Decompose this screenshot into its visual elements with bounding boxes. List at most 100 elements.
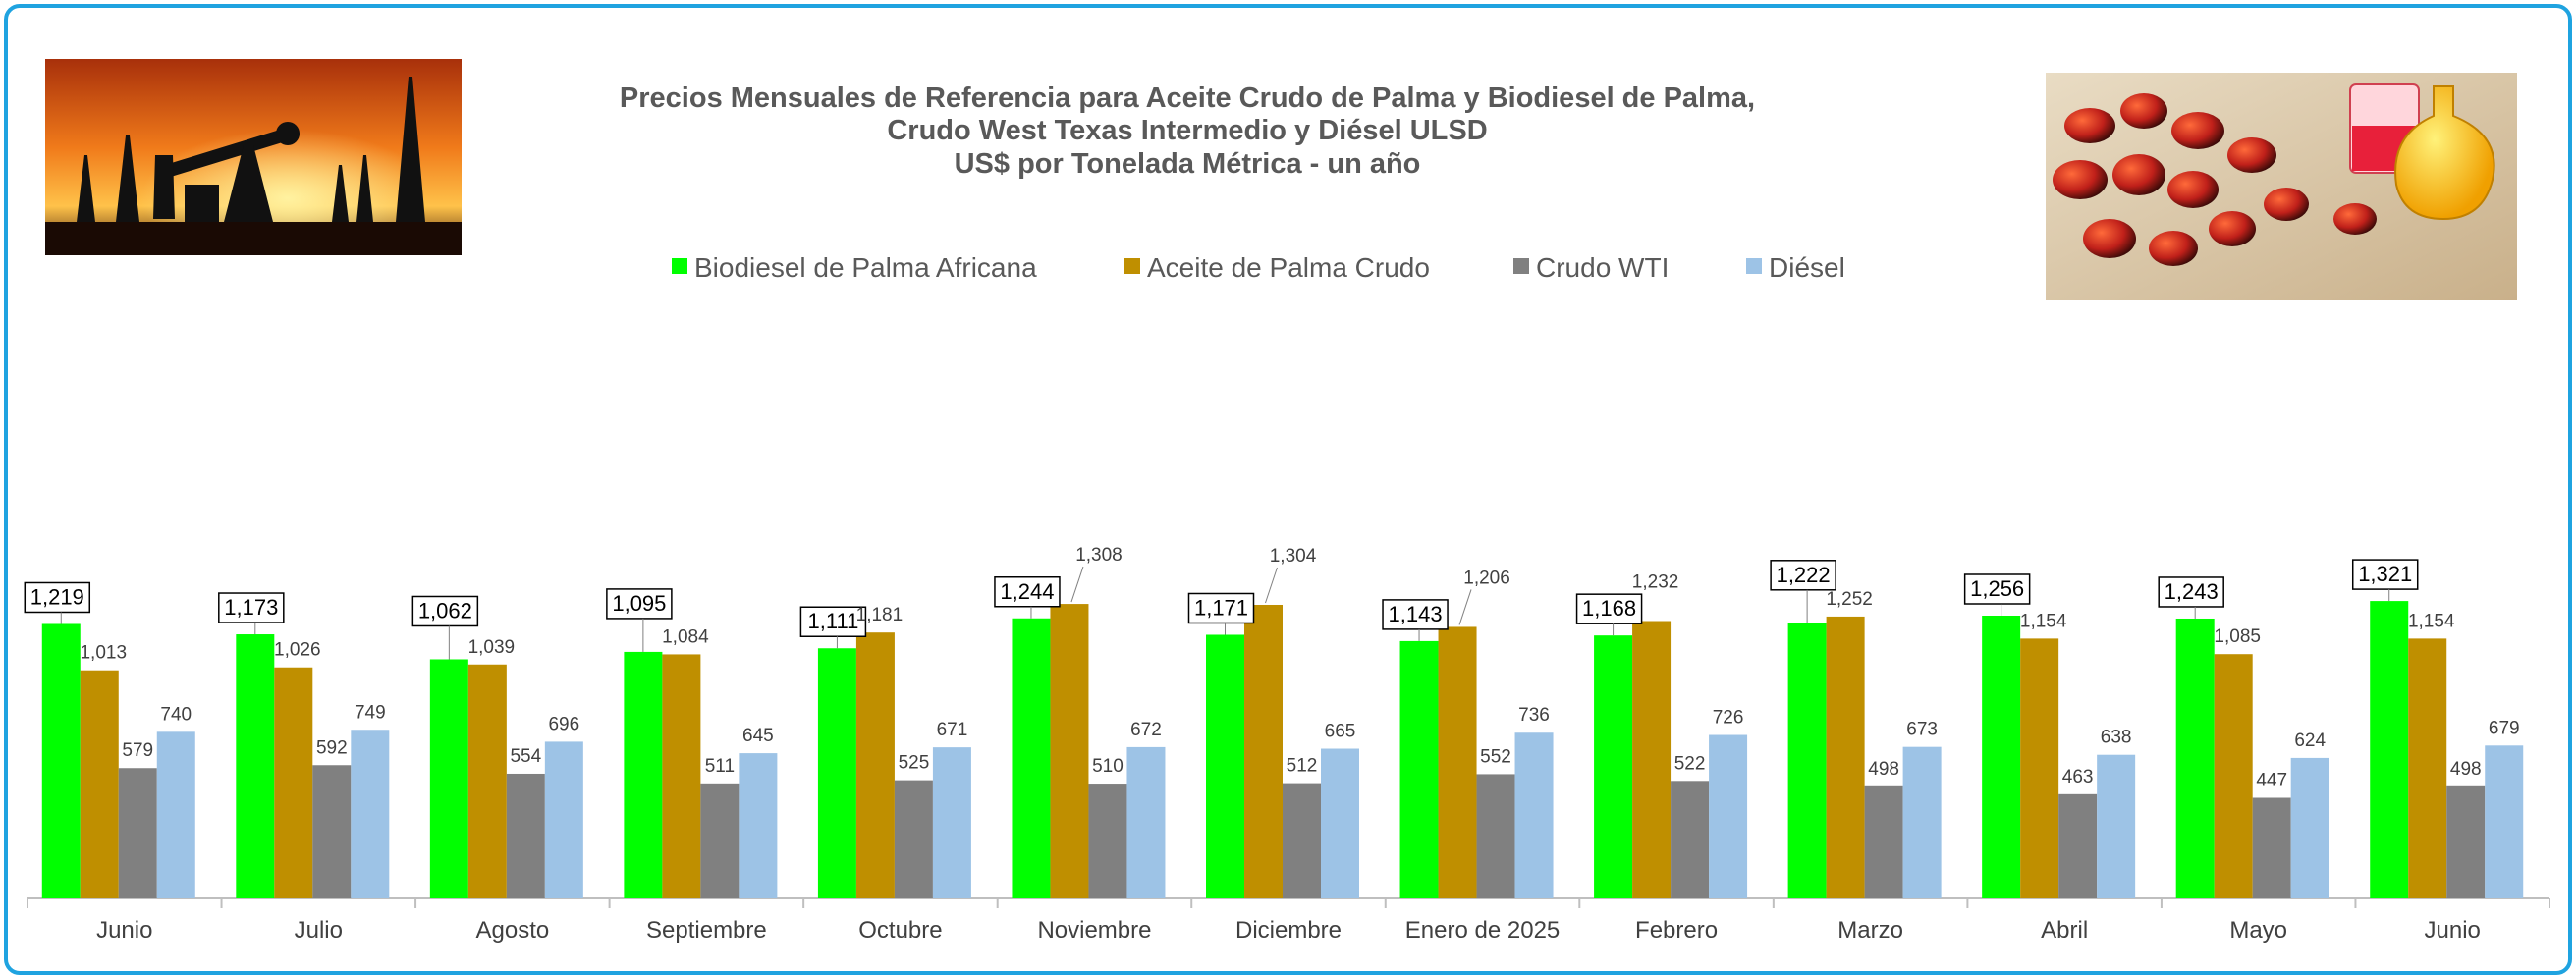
bar-diesel [544,741,583,898]
data-label-biodiesel: 1,171 [1194,595,1248,620]
data-label-diesel: 740 [160,704,192,725]
x-tick-label: Septiembre [646,917,767,944]
bar-biodiesel [817,648,856,898]
x-tick-label: Julio [295,917,343,944]
data-label-biodiesel: 1,095 [612,591,666,616]
data-label-aceite: 1,308 [1075,545,1123,566]
oil-pump-sunset-image [45,59,462,255]
data-label-biodiesel: 1,321 [2358,562,2412,586]
x-tick-label: Noviembre [1037,917,1151,944]
x-tick-label: Mayo [2229,917,2287,944]
bar-diesel [1514,732,1554,898]
chart-title-line-2: Crudo West Texas Intermedio y Diésel ULS… [887,115,1487,146]
bar-wti [506,773,545,898]
data-label-box-biodiesel [1382,599,1449,630]
data-label-aceite: 1,304 [1270,546,1317,567]
legend-label-aceite: Aceite de Palma Crudo [1147,252,1430,283]
data-label-box-biodiesel [994,576,1061,608]
x-tick-label: Agosto [475,917,549,944]
data-label-diesel: 696 [548,714,579,734]
data-label-wti: 554 [510,746,541,767]
data-label-biodiesel: 1,219 [30,584,84,609]
x-tick-label: Abril [2041,917,2088,944]
bar-aceite [2214,654,2253,898]
bar-aceite [467,664,507,898]
data-label-wti: 511 [705,756,735,777]
bar-diesel [1709,734,1748,898]
bar-wti [312,765,352,898]
bar-aceite [1826,616,1865,898]
data-label-biodiesel: 1,222 [1777,563,1831,587]
data-label-diesel: 749 [355,702,386,723]
data-label-biodiesel: 1,173 [224,595,278,620]
data-label-box-biodiesel [1770,560,1836,591]
data-label-wti: 512 [1287,756,1318,777]
data-label-diesel: 624 [2294,731,2326,751]
data-label-box-biodiesel [2351,559,2419,590]
data-label-aceite: 1,232 [1632,572,1679,593]
bar-wti [2252,797,2291,898]
bar-biodiesel [1594,635,1633,898]
data-label-biodiesel: 1,111 [808,609,859,633]
bar-aceite [1050,604,1089,898]
bar-biodiesel [1206,634,1244,898]
data-label-box-biodiesel [606,588,673,620]
data-label-aceite: 1,154 [2020,611,2067,631]
bar-diesel [2097,754,2136,898]
data-label-diesel: 726 [1713,708,1744,729]
data-label-aceite: 1,206 [1463,568,1510,588]
bar-wti [1864,785,1903,898]
plot-area: 1,219 1,013 579 740 Junio 1,173 1,026 592 749 Jul… [24,545,2550,944]
chart-title-line-3: US$ por Tonelada Métrica - un año [955,148,1421,180]
chart-title-line-1: Precios Mensuales de Referencia para Ace… [620,82,1755,114]
bar-wti [1088,784,1127,898]
bar-biodiesel [1012,618,1051,898]
bar-biodiesel [624,651,663,898]
data-label-wti: 463 [2062,767,2094,787]
bar-diesel [2290,757,2329,898]
data-label-biodiesel: 1,168 [1582,596,1636,621]
data-label-biodiesel: 1,243 [2165,579,2219,604]
bar-biodiesel [236,634,275,898]
bar-wti [2446,785,2486,898]
x-tick-label: Enero de 2025 [1405,917,1560,944]
x-tick-label: Junio [96,917,152,944]
bar-aceite [274,667,313,898]
data-label-aceite: 1,085 [2214,626,2261,647]
x-tick-label: Febrero [1635,917,1718,944]
data-label-wti: 552 [1480,746,1511,767]
chart-title: Precios Mensuales de Referencia para Ace… [620,82,1755,180]
bar-wti [1476,774,1515,898]
bar-aceite [1244,604,1283,898]
data-label-biodiesel: 1,256 [1970,576,2024,601]
bar-diesel [1126,746,1166,898]
x-tick-label: Marzo [1837,917,1903,944]
data-label-biodiesel: 1,062 [418,598,472,623]
bar-diesel [351,730,390,898]
data-label-aceite: 1,013 [80,643,127,664]
data-label-box-biodiesel [1187,592,1255,624]
palm-fruit-oil-image [2046,73,2517,300]
chart-legend: Biodiesel de Palma Africana Aceite de Pa… [672,252,1845,283]
bar-diesel [932,747,971,898]
chart-canvas: Precios Mensuales de Referencia para Ace… [24,59,2550,944]
bar-biodiesel [1787,623,1827,898]
bar-diesel [1902,746,1942,898]
data-label-box-biodiesel [799,606,867,637]
data-label-wti: 522 [1674,753,1706,774]
x-tick-label: Diciembre [1235,917,1342,944]
bar-diesel [2485,745,2524,898]
legend-item-biodiesel: Biodiesel de Palma Africana [672,252,1037,283]
data-label-box-biodiesel [1963,573,2031,605]
bar-aceite [1632,621,1672,898]
legend-item-diesel: Diésel [1746,252,1845,283]
data-label-wti: 498 [1868,759,1899,780]
bar-wti [700,783,740,898]
data-label-diesel: 638 [2101,728,2132,748]
data-label-diesel: 679 [2489,718,2520,738]
data-label-aceite: 1,039 [468,637,516,658]
bar-biodiesel [1399,640,1439,898]
bar-aceite [662,654,701,898]
data-label-box-biodiesel [24,581,91,614]
data-label-wti: 592 [316,737,348,758]
